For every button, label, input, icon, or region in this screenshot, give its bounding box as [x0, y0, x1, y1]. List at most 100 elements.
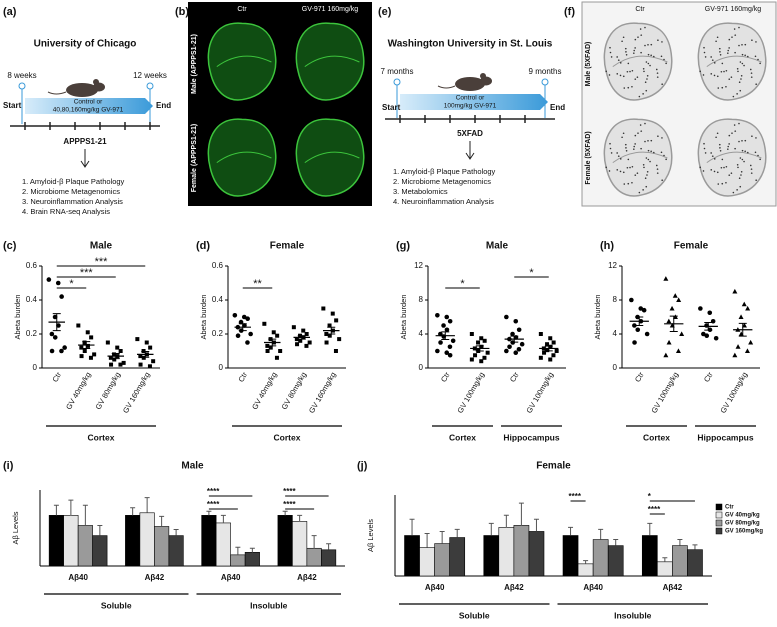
- plaque: [713, 170, 716, 173]
- brain-section: [603, 118, 673, 197]
- error-bar: [669, 315, 678, 332]
- error-bar: [220, 514, 226, 523]
- plaque: [702, 170, 705, 172]
- bar: [125, 515, 141, 567]
- data-point: [245, 316, 250, 322]
- plaque: [740, 171, 743, 173]
- data-point: [268, 345, 273, 350]
- plaque: [718, 47, 721, 50]
- plaque: [650, 150, 652, 153]
- mouse: [47, 79, 105, 97]
- x-tick-label: GV 40mg/kg: [64, 370, 93, 411]
- data-point: [551, 353, 556, 358]
- data-point: [55, 280, 61, 286]
- plaque: [634, 134, 637, 137]
- plaque: [625, 149, 628, 152]
- data-point: [271, 330, 276, 335]
- plaque: [728, 143, 730, 145]
- plaque: [621, 40, 623, 43]
- plaque: [710, 73, 713, 75]
- x-tick-label: Aβ42: [145, 573, 165, 582]
- plaque: [631, 69, 634, 72]
- data-point: [248, 331, 253, 337]
- brain-section: [697, 118, 767, 197]
- plaque: [710, 169, 713, 171]
- treatment-bar: [400, 94, 548, 110]
- error-bar: [144, 497, 150, 513]
- arrow: [80, 149, 90, 168]
- y-axis-label: Aβ Levels: [11, 511, 20, 544]
- plaque: [656, 72, 659, 74]
- plaque: [755, 83, 757, 86]
- data-point: [85, 330, 90, 335]
- section-label: Cortex: [274, 432, 301, 442]
- bar: [483, 535, 500, 577]
- plaque: [702, 74, 705, 76]
- error-bar: [97, 524, 103, 536]
- plaque: [631, 181, 633, 184]
- x-tick-label: Aβ42: [297, 573, 317, 582]
- plaque: [661, 137, 663, 139]
- data-point: [56, 323, 61, 328]
- section-label: Cortex: [449, 432, 476, 442]
- treatment: 100mg/kg GV-971: [444, 103, 497, 110]
- plaque: [646, 174, 648, 176]
- legend-label: Ctr: [725, 505, 734, 511]
- data-point: [141, 355, 146, 360]
- plaque: [642, 93, 644, 95]
- data-point: [638, 306, 644, 311]
- data-point: [262, 321, 267, 326]
- error-bar: [598, 528, 604, 540]
- plaque: [617, 155, 620, 157]
- plaque: [719, 149, 722, 152]
- bar: [277, 515, 293, 567]
- data-point: [704, 333, 710, 339]
- panel-label: (b): [175, 6, 189, 18]
- data-point: [334, 318, 339, 323]
- data-point: [516, 327, 522, 333]
- row-header: Female (5XFAD): [585, 131, 592, 184]
- data-point: [324, 340, 329, 345]
- significance-label: ****: [648, 505, 661, 514]
- data-point: [147, 364, 152, 369]
- treatment: Control or: [74, 99, 103, 106]
- plaque: [640, 130, 643, 132]
- plaque: [644, 81, 647, 84]
- data-point: [679, 331, 685, 336]
- data-point: [666, 318, 672, 324]
- data-point: [304, 343, 309, 348]
- bar: [215, 522, 231, 567]
- error-bar: [206, 510, 212, 516]
- data-point: [49, 331, 55, 337]
- data-point: [298, 338, 303, 343]
- x-tick-label: Aβ40: [221, 573, 241, 582]
- data-point: [85, 343, 90, 348]
- y-tick-label: 8: [419, 295, 424, 304]
- error-bar: [662, 557, 668, 562]
- bar: [63, 515, 79, 567]
- data-point: [744, 348, 750, 353]
- plaque: [656, 168, 659, 170]
- plaque: [619, 74, 622, 77]
- brain-section: [295, 22, 365, 101]
- plaque: [633, 148, 635, 150]
- analysis: 3. Neuroinflammation Analysis: [22, 197, 123, 206]
- data-point: [46, 277, 52, 282]
- plaque: [719, 51, 721, 53]
- plaque: [734, 51, 736, 54]
- error-bar: [677, 539, 683, 546]
- legend-swatch: [715, 503, 723, 511]
- data-point: [138, 354, 143, 359]
- plaque: [631, 85, 633, 88]
- significance-label: *: [460, 278, 465, 290]
- error-bar: [82, 341, 91, 349]
- bar: [168, 535, 184, 567]
- bar: [657, 561, 673, 577]
- significance-label: ****: [283, 487, 296, 496]
- plaque: [755, 41, 757, 43]
- start-label: Start: [3, 101, 22, 110]
- plaque: [727, 148, 729, 150]
- plaque: [647, 158, 650, 161]
- plaque: [619, 62, 622, 64]
- data-point: [278, 349, 283, 353]
